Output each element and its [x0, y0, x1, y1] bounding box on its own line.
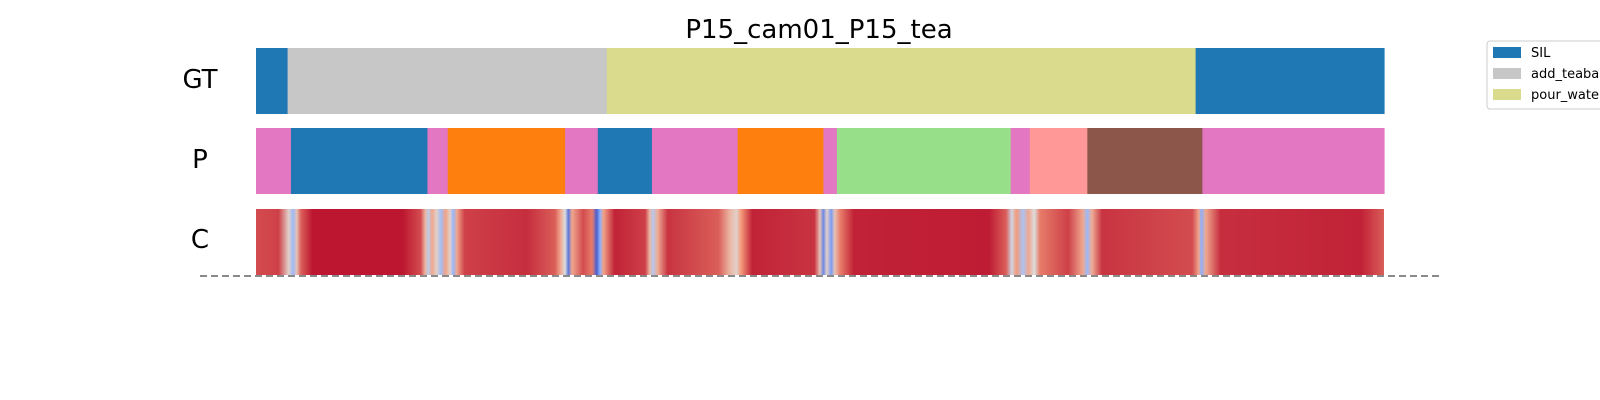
ground-truth-row: [256, 48, 1385, 114]
pred-segment-1: [290, 128, 429, 194]
prediction-row: [256, 128, 1385, 194]
confidence-row: [256, 209, 1384, 275]
legend-label-sil: SIL: [1531, 46, 1551, 61]
legend-label-pour-water: pour_water: [1531, 88, 1600, 103]
pred-segment-3: [447, 128, 566, 194]
row-label-c: C: [191, 225, 209, 255]
pred-segment-12: [1087, 128, 1203, 194]
pred-segment-4: [565, 128, 599, 194]
legend: SIL add_teabag pour_water: [1486, 40, 1600, 110]
gt-segment-1: [287, 48, 608, 114]
legend-swatch-pour-water: [1493, 89, 1521, 100]
pred-segment-13: [1202, 128, 1385, 194]
pred-segment-0: [256, 128, 292, 194]
pred-segment-5: [597, 128, 653, 194]
pred-segment-8: [823, 128, 838, 194]
gt-segment-0: [256, 48, 289, 114]
pred-segment-7: [737, 128, 824, 194]
gt-segment-3: [1195, 48, 1385, 114]
legend-swatch-sil: [1493, 47, 1521, 58]
pred-segment-6: [651, 128, 739, 194]
row-label-gt: GT: [182, 65, 217, 95]
gt-segment-2: [606, 48, 1197, 114]
legend-label-add-teabag: add_teabag: [1531, 67, 1600, 82]
chart-title: P15_cam01_P15_tea: [685, 15, 952, 45]
legend-swatch-add-teabag: [1493, 68, 1521, 79]
pred-segment-9: [836, 128, 1012, 194]
confidence-strip: [256, 209, 1384, 275]
pred-segment-10: [1010, 128, 1031, 194]
pred-segment-11: [1029, 128, 1088, 194]
pred-segment-2: [427, 128, 449, 194]
row-label-p: P: [192, 145, 208, 175]
